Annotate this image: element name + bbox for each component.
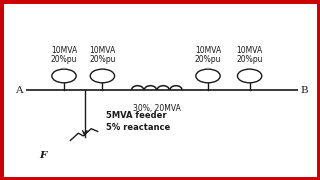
Text: 5MVA feeder: 5MVA feeder <box>106 111 166 120</box>
Text: 10MVA: 10MVA <box>195 46 221 55</box>
Text: 20%pu: 20%pu <box>195 55 221 64</box>
Text: 30%, 20MVA: 30%, 20MVA <box>133 104 181 113</box>
Circle shape <box>237 69 262 83</box>
Text: B: B <box>300 86 308 94</box>
Text: A: A <box>15 86 23 94</box>
Text: 10MVA: 10MVA <box>51 46 77 55</box>
Circle shape <box>196 69 220 83</box>
Text: 10MVA: 10MVA <box>89 46 116 55</box>
Text: 20%pu: 20%pu <box>89 55 116 64</box>
Text: 5% reactance: 5% reactance <box>106 123 170 132</box>
Text: 20%pu: 20%pu <box>236 55 263 64</box>
Text: F: F <box>39 151 47 160</box>
Circle shape <box>90 69 115 83</box>
Text: 20%pu: 20%pu <box>51 55 77 64</box>
Circle shape <box>52 69 76 83</box>
Text: 10MVA: 10MVA <box>236 46 263 55</box>
